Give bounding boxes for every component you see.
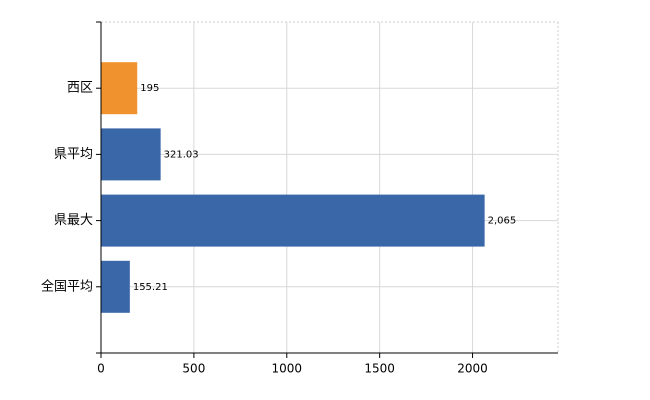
y-tick-label: 県最大	[54, 213, 93, 228]
value-label: 321.03	[164, 149, 199, 160]
value-label: 195	[140, 83, 159, 94]
bar	[101, 260, 130, 313]
bar	[101, 128, 161, 181]
value-label: 2,065	[488, 216, 517, 227]
x-tick-label: 2000	[457, 362, 488, 376]
x-tick-label: 1500	[364, 362, 395, 376]
y-tick-label: 全国平均	[41, 278, 93, 294]
x-tick-label: 1000	[271, 362, 302, 376]
x-tick-label: 500	[182, 362, 205, 376]
y-tick-label: 西区	[67, 81, 93, 96]
bar	[101, 62, 138, 115]
y-tick-label: 県平均	[54, 147, 93, 162]
x-tick-label: 0	[97, 362, 105, 376]
bar	[101, 194, 485, 247]
value-label: 155.21	[133, 282, 168, 293]
